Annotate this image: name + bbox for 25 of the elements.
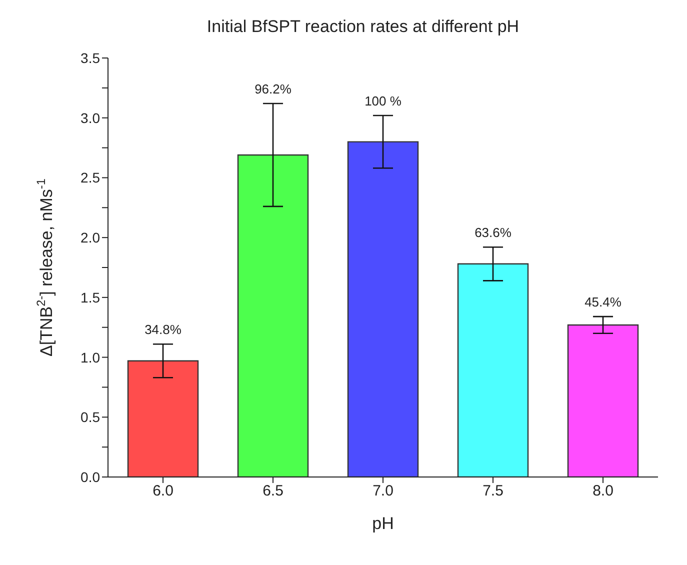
annotation: 34.8% <box>144 322 182 338</box>
y-tick-label: 1.0 <box>80 349 100 366</box>
x-tick-label: 6.0 <box>152 482 174 500</box>
y-tick-label: 0.0 <box>80 468 100 485</box>
bar <box>237 154 309 477</box>
y-tick-label: 0.5 <box>80 409 100 426</box>
x-tick-label: 7.0 <box>372 482 394 500</box>
y-tick-label: 3.5 <box>80 50 100 66</box>
annotation: 100 % <box>364 93 402 108</box>
annotation: 63.6% <box>474 225 512 240</box>
bar <box>567 324 639 477</box>
bar <box>457 263 529 477</box>
annotation: 96.2% <box>254 81 292 96</box>
y-tick-label: 1.5 <box>80 289 100 306</box>
x-axis-title: pH <box>372 514 394 533</box>
annotation: 45.4% <box>584 294 622 310</box>
x-tick-label: 8.0 <box>592 482 614 500</box>
chart-title: Initial BfSPT reaction rates at different pH <box>206 17 520 36</box>
y-tick-label: 3.0 <box>80 110 100 126</box>
x-tick-label: 6.5 <box>262 482 284 500</box>
x-tick-label: 7.5 <box>482 482 504 500</box>
y-tick-label: 2.0 <box>80 230 100 246</box>
y-tick-label: 2.5 <box>80 170 100 186</box>
bar <box>127 360 199 477</box>
bar <box>347 141 419 477</box>
